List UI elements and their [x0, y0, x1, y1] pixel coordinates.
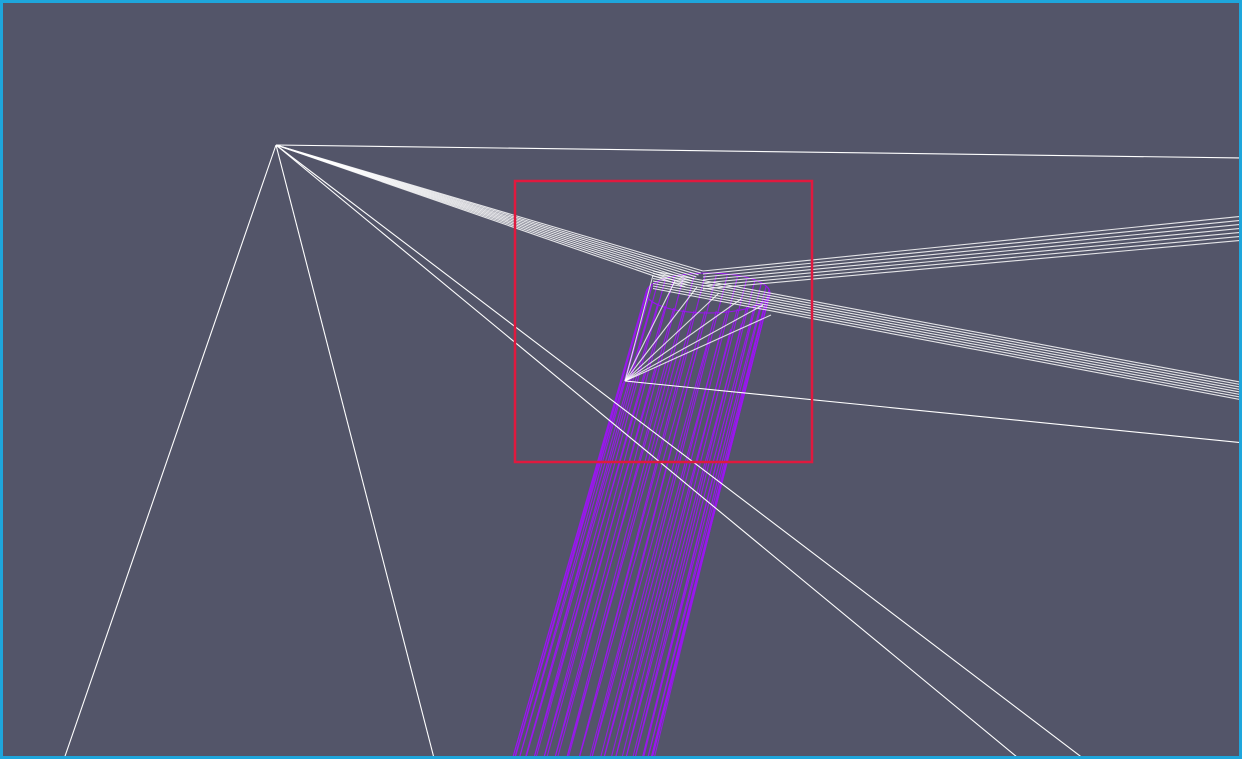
cylinder-edge: [611, 334, 721, 756]
ray-bundle: [652, 270, 1239, 383]
highlight-box: [513, 179, 814, 464]
cylinder-wireframe: [512, 272, 771, 756]
ray-line: [624, 286, 698, 382]
ray-bundle: [652, 285, 1239, 398]
cylinder-edge: [643, 318, 753, 756]
cylinder-edge: [535, 372, 646, 756]
cylinder-edge: [546, 366, 656, 756]
frustum-wireframe: [64, 144, 1239, 756]
ray-line: [624, 314, 772, 382]
cylinder-edge: [578, 350, 689, 756]
cylinder-edge: [543, 277, 675, 756]
cylinder-edge: [554, 276, 685, 756]
frustum-edge: [275, 144, 1017, 756]
ray-bundle: [702, 224, 1239, 278]
cylinder-edge: [566, 275, 695, 756]
frustum-edge: [64, 144, 277, 756]
cylinder-edge: [568, 355, 678, 756]
ray-line: [624, 380, 1239, 443]
cylinder-edge: [621, 329, 732, 756]
ray-bundle: [702, 236, 1239, 287]
cylinder-edge: [647, 286, 767, 756]
wireframe-scene[interactable]: [3, 3, 1242, 759]
ray-line: [624, 292, 720, 382]
ray-bundle: [702, 239, 1239, 290]
ray-bundle: [652, 272, 1239, 385]
cylinder-edge: [579, 310, 706, 756]
cylinder-edge: [632, 323, 742, 756]
cylinder-edge: [514, 288, 649, 756]
ray-bundle: [652, 277, 1239, 390]
ray-line: [624, 304, 764, 382]
cylinder-edge: [589, 345, 699, 756]
ray-line: [624, 280, 676, 382]
cylinder-edge: [533, 279, 666, 756]
cylinder-edge: [625, 278, 748, 756]
frustum-edge: [275, 144, 1239, 159]
cylinder-edge: [634, 281, 756, 756]
cylinder-edge: [591, 310, 717, 756]
frustum-edge: [275, 144, 1082, 756]
ray-bundle: [702, 220, 1239, 275]
ray-bundle: [702, 232, 1239, 284]
ray-line: [624, 298, 742, 382]
cylinder-edge: [512, 291, 647, 756]
cylinder-edge: [600, 339, 710, 756]
cylinder-edge: [525, 377, 635, 756]
cylinder-edge: [615, 277, 738, 756]
cylinder-edge: [634, 304, 756, 756]
cylinder-edge: [603, 275, 728, 756]
cylinder-edge: [654, 312, 764, 756]
ray-bundle: [652, 280, 1239, 393]
cylinder-edge: [525, 303, 659, 756]
cylinder-edge: [514, 382, 624, 756]
frustum-edge: [275, 144, 435, 756]
ray-bundle: [702, 228, 1239, 281]
cylinder-edge: [525, 282, 659, 756]
ray-bundle: [652, 275, 1239, 388]
ray-bundle: [652, 287, 1239, 400]
ray-bundle: [275, 144, 686, 288]
cylinder-edge: [557, 361, 667, 756]
ray-bundle: [702, 216, 1239, 272]
ray-line: [624, 274, 654, 382]
ray-bundle: [652, 282, 1239, 395]
